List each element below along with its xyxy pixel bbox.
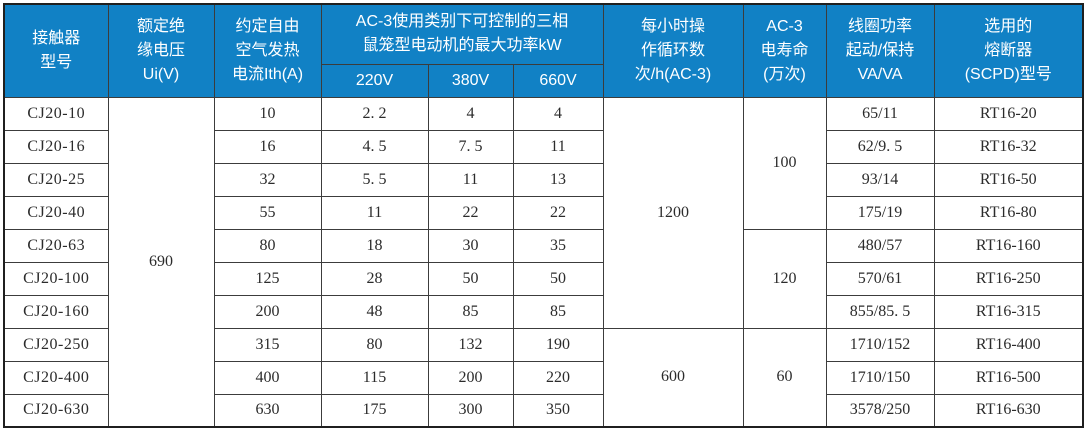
cell-kw660: 190 xyxy=(512,327,604,362)
table-row: CJ20-63 80 18 30 35 120 480/57 RT16-160 xyxy=(3,228,1084,329)
table-row: CJ20-10 690 10 2. 2 4 4 1200 100 65/11 R… xyxy=(3,96,1084,428)
table-row: CJ20-100 125 28 50 50 570/61 RT16-250 xyxy=(3,261,1084,296)
cell-coil: 65/11 xyxy=(825,96,935,131)
cell-kw660: 350 xyxy=(512,393,604,428)
header-insulation-voltage: 额定绝 缘电压 Ui(V) xyxy=(107,3,215,98)
header-electrical-life: AC-3 电寿命 (万次) xyxy=(742,3,827,98)
cell-model: CJ20-40 xyxy=(3,195,109,230)
cell-coil: 1710/152 xyxy=(825,327,935,362)
cell-kw380: 50 xyxy=(427,261,514,296)
cell-coil: 480/57 xyxy=(825,228,935,263)
cell-ith: 55 xyxy=(213,195,322,230)
cell-kw220: 5. 5 xyxy=(320,162,429,197)
cell-coil: 93/14 xyxy=(825,162,935,197)
cell-model: CJ20-25 xyxy=(3,162,109,197)
cell-kw220: 80 xyxy=(320,327,429,362)
table-row: CJ20-25 32 5. 5 11 13 93/14 RT16-50 xyxy=(3,162,1084,197)
cell-fuse: RT16-400 xyxy=(933,327,1084,362)
cell-fuse: RT16-50 xyxy=(933,162,1084,197)
table-row: CJ20-400 400 115 200 220 1710/150 RT16-5… xyxy=(3,360,1084,395)
cell-coil: 1710/150 xyxy=(825,360,935,395)
cell-kw660: 11 xyxy=(512,129,604,164)
header-max-power-group: AC-3使用类别下可控制的三相 鼠笼型电动机的最大功率kW xyxy=(320,3,604,65)
cell-ith: 10 xyxy=(213,96,322,131)
cell-kw380: 30 xyxy=(427,228,514,263)
cell-ith: 315 xyxy=(213,327,322,362)
cell-kw220: 28 xyxy=(320,261,429,296)
cell-kw660: 85 xyxy=(512,294,604,329)
cell-life-100: 100 xyxy=(742,96,827,230)
cell-coil: 570/61 xyxy=(825,261,935,296)
cell-ui-690: 690 xyxy=(107,96,215,428)
cell-ith: 125 xyxy=(213,261,322,296)
cell-kw660: 22 xyxy=(512,195,604,230)
cell-model: CJ20-250 xyxy=(3,327,109,362)
cell-kw220: 48 xyxy=(320,294,429,329)
cell-model: CJ20-63 xyxy=(3,228,109,263)
cell-ith: 16 xyxy=(213,129,322,164)
cell-model: CJ20-400 xyxy=(3,360,109,395)
cell-kw220: 115 xyxy=(320,360,429,395)
cell-fuse: RT16-630 xyxy=(933,393,1084,428)
cell-model: CJ20-630 xyxy=(3,393,109,428)
cell-coil: 175/19 xyxy=(825,195,935,230)
cell-ith: 200 xyxy=(213,294,322,329)
header-220v: 220V xyxy=(320,63,429,98)
cell-kw220: 11 xyxy=(320,195,429,230)
cell-kw380: 7. 5 xyxy=(427,129,514,164)
cell-fuse: RT16-80 xyxy=(933,195,1084,230)
cell-ith: 630 xyxy=(213,393,322,428)
cell-kw660: 35 xyxy=(512,228,604,263)
header-380v: 380V xyxy=(427,63,514,98)
cell-coil: 855/85. 5 xyxy=(825,294,935,329)
cell-fuse: RT16-250 xyxy=(933,261,1084,296)
header-fuse-type: 选用的 熔断器 (SCPD)型号 xyxy=(933,3,1084,98)
cell-fuse: RT16-32 xyxy=(933,129,1084,164)
cell-model: CJ20-100 xyxy=(3,261,109,296)
cell-kw220: 4. 5 xyxy=(320,129,429,164)
table-row: CJ20-250 315 80 132 190 600 60 1710/152 … xyxy=(3,327,1084,428)
cell-kw380: 200 xyxy=(427,360,514,395)
cell-life-120: 120 xyxy=(742,228,827,329)
cell-kw220: 2. 2 xyxy=(320,96,429,131)
cell-kw220: 18 xyxy=(320,228,429,263)
cell-cycles-1200: 1200 xyxy=(602,96,744,329)
cell-life-60: 60 xyxy=(742,327,827,428)
cell-coil: 3578/250 xyxy=(825,393,935,428)
table-row: CJ20-16 16 4. 5 7. 5 11 62/9. 5 RT16-32 xyxy=(3,129,1084,164)
cell-model: CJ20-160 xyxy=(3,294,109,329)
cell-ith: 32 xyxy=(213,162,322,197)
cell-coil: 62/9. 5 xyxy=(825,129,935,164)
cell-kw660: 220 xyxy=(512,360,604,395)
cell-ith: 80 xyxy=(213,228,322,263)
cell-kw380: 22 xyxy=(427,195,514,230)
header-660v: 660V xyxy=(512,63,604,98)
cell-cycles-600: 600 xyxy=(602,327,744,428)
cell-kw380: 4 xyxy=(427,96,514,131)
contactor-spec-table: 接触器 型号 额定绝 缘电压 Ui(V) 约定自由 空气发热 电流Ith(A) … xyxy=(3,3,1085,428)
cell-model: CJ20-16 xyxy=(3,129,109,164)
cell-kw660: 13 xyxy=(512,162,604,197)
cell-kw660: 50 xyxy=(512,261,604,296)
cell-model: CJ20-10 xyxy=(3,96,109,131)
cell-kw380: 132 xyxy=(427,327,514,362)
table-row: CJ20-40 55 11 22 22 175/19 RT16-80 xyxy=(3,195,1084,230)
header-operating-cycles: 每小时操 作循环数 次/h(AC-3) xyxy=(602,3,744,98)
cell-kw380: 300 xyxy=(427,393,514,428)
cell-kw380: 11 xyxy=(427,162,514,197)
cell-fuse: RT16-315 xyxy=(933,294,1084,329)
header-thermal-current: 约定自由 空气发热 电流Ith(A) xyxy=(213,3,322,98)
cell-kw660: 4 xyxy=(512,96,604,131)
cell-ith: 400 xyxy=(213,360,322,395)
table-row: CJ20-630 630 175 300 350 3578/250 RT16-6… xyxy=(3,393,1084,428)
header-coil-power: 线圈功率 起动/保持 VA/VA xyxy=(825,3,935,98)
cell-fuse: RT16-20 xyxy=(933,96,1084,131)
cell-fuse: RT16-500 xyxy=(933,360,1084,395)
cell-fuse: RT16-160 xyxy=(933,228,1084,263)
cell-kw380: 85 xyxy=(427,294,514,329)
cell-kw220: 175 xyxy=(320,393,429,428)
header-model: 接触器 型号 xyxy=(3,3,109,98)
